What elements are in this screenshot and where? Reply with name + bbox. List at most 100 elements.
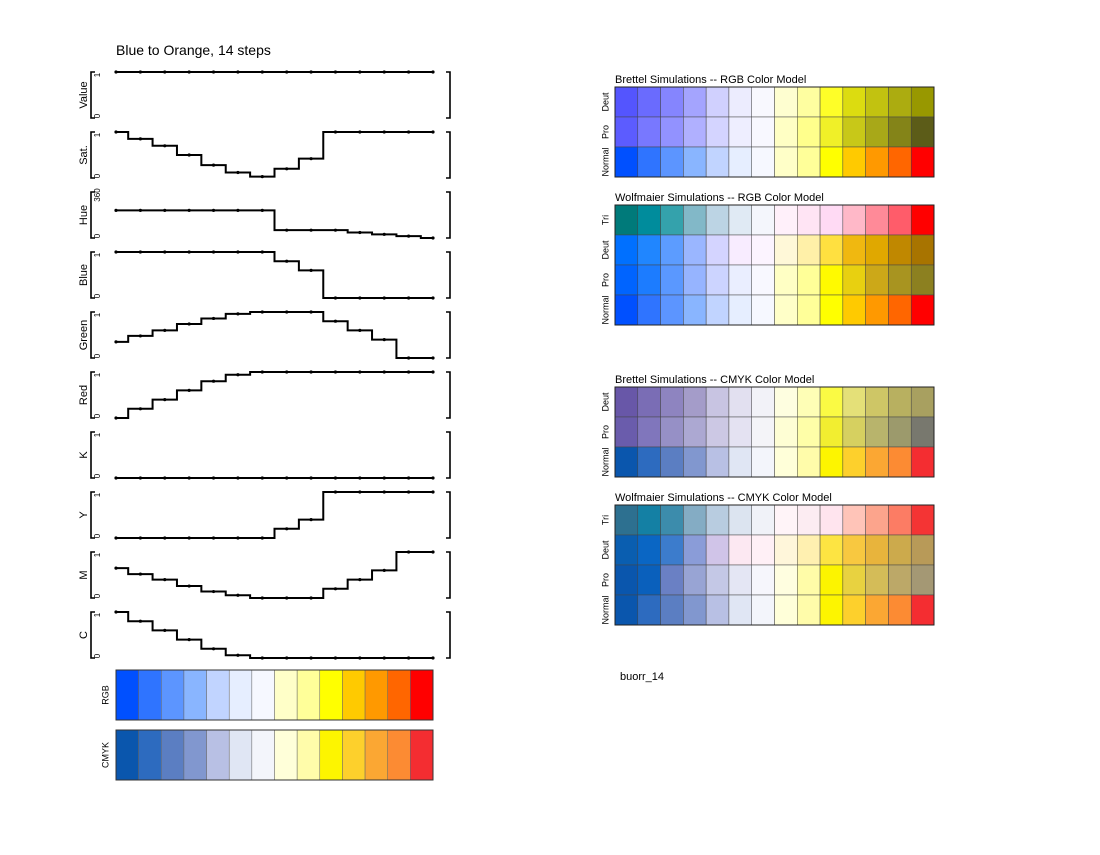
panel-axis-label: Value: [78, 81, 90, 108]
panel-data-point: [431, 490, 435, 494]
grid-cell: [865, 86, 889, 118]
grid-cell: [842, 564, 866, 596]
grid-cell: [819, 116, 844, 148]
panel-data-point: [285, 476, 289, 480]
grid-cell: [637, 416, 661, 448]
panel-tick-top: 1: [93, 312, 102, 317]
panel-data-point: [163, 144, 167, 148]
panel-data-point: [309, 310, 313, 314]
grid-cell: [888, 386, 912, 418]
grid-row-label: Pro: [600, 425, 610, 439]
panel-data-point: [431, 70, 435, 74]
grid-cell: [865, 504, 889, 536]
grid-row-label: Deut: [600, 92, 610, 112]
grid-cell: [819, 386, 844, 418]
panel-right-bracket: [446, 431, 451, 479]
grid-cell: [910, 504, 935, 536]
panel-data-point: [114, 476, 118, 480]
panel-data-point: [114, 610, 118, 614]
grid-cell: [705, 386, 730, 418]
grid-cell: [819, 594, 844, 626]
grid-cell: [751, 116, 775, 148]
grid-cell: [865, 294, 889, 326]
grid-cell: [797, 234, 821, 266]
grid-cell: [728, 264, 752, 296]
grid-cell: [797, 564, 821, 596]
panel-data-point: [163, 476, 167, 480]
grid-row-label: Pro: [600, 573, 610, 587]
panel-tick-top: 1: [93, 372, 102, 377]
panel-data-point: [114, 70, 118, 74]
panel-data-point: [309, 70, 313, 74]
panel-left-bracket: [90, 431, 95, 479]
grid-wolfmaier-simulations-rgb-color-model: Wolfmaier Simulations -- RGB Color Model…: [600, 192, 935, 326]
grid-cell: [910, 294, 935, 326]
panel-data-point: [358, 370, 362, 374]
panel-data-point: [187, 536, 191, 540]
panel-data-point: [333, 70, 338, 74]
panel-data-point: [285, 527, 289, 531]
panel-c: 1 0 C: [78, 610, 451, 660]
panel-data-point: [333, 587, 338, 591]
panel-tick-bottom: 0: [93, 533, 102, 538]
swatch-cell: [296, 729, 321, 781]
panel-data-point: [407, 370, 411, 374]
panel-data-point: [187, 153, 191, 157]
swatch-cell: [274, 729, 298, 781]
grid-cell: [842, 594, 866, 626]
panel-data-point: [285, 370, 289, 374]
grid-row-label: Normal: [600, 295, 610, 324]
grid-brettel-simulations-rgb-color-model: Brettel Simulations -- RGB Color Model De…: [600, 74, 935, 178]
panel-data-point: [382, 296, 386, 300]
swatch-cell: [206, 729, 230, 781]
grid-cell: [637, 234, 661, 266]
grid-cell: [660, 86, 684, 118]
grid-cell: [819, 294, 844, 326]
grid-cell: [751, 234, 775, 266]
swatch-cell: [138, 729, 162, 781]
grid-cell: [637, 294, 661, 326]
panel-tick-top: 360: [93, 188, 102, 202]
grid-cell: [683, 146, 707, 178]
grid-cell: [910, 446, 935, 478]
panel-tick-bottom: 0: [93, 353, 102, 358]
grid-row-label: Deut: [600, 240, 610, 260]
panel-axis-label: K: [78, 451, 90, 459]
grid-cell: [888, 416, 912, 448]
panel-tick-top: 1: [93, 432, 102, 437]
panel-data-point: [163, 250, 167, 254]
swatch-cell: [410, 729, 434, 781]
panel-axis-label: M: [78, 570, 90, 579]
panel-data-point: [285, 228, 289, 232]
grid-cell: [797, 504, 821, 536]
grid-cell: [910, 146, 935, 178]
panel-data-point: [407, 550, 411, 554]
grid-cell: [819, 146, 844, 178]
swatch-cell: [274, 669, 298, 721]
panel-data-point: [358, 70, 362, 74]
grid-cell: [637, 446, 661, 478]
grid-cell: [637, 86, 661, 118]
panel-data-point: [236, 312, 240, 316]
grid-cell: [774, 534, 798, 566]
grid-cell: [865, 446, 889, 478]
grid-title: Brettel Simulations -- RGB Color Model: [615, 74, 806, 86]
panel-step-line: [116, 371, 433, 419]
simulation-grids: Brettel Simulations -- RGB Color Model De…: [600, 74, 935, 626]
grid-cell: [751, 86, 775, 118]
grid-cell: [660, 594, 684, 626]
grid-cell: [683, 564, 707, 596]
panel-tick-bottom: 0: [93, 293, 102, 298]
swatch-cell: [251, 729, 275, 781]
panel-data-point: [211, 208, 216, 212]
grid-frame: [614, 204, 935, 326]
panel-tick-top: 1: [93, 132, 102, 137]
panel-data-point: [114, 250, 118, 254]
grid-cell: [683, 86, 707, 118]
panel-data-point: [211, 647, 216, 651]
panel-data-point: [431, 356, 435, 360]
panel-data-point: [431, 476, 435, 480]
panel-left-bracket: [90, 371, 95, 419]
grid-cell: [888, 204, 912, 236]
grid-cell: [865, 386, 889, 418]
